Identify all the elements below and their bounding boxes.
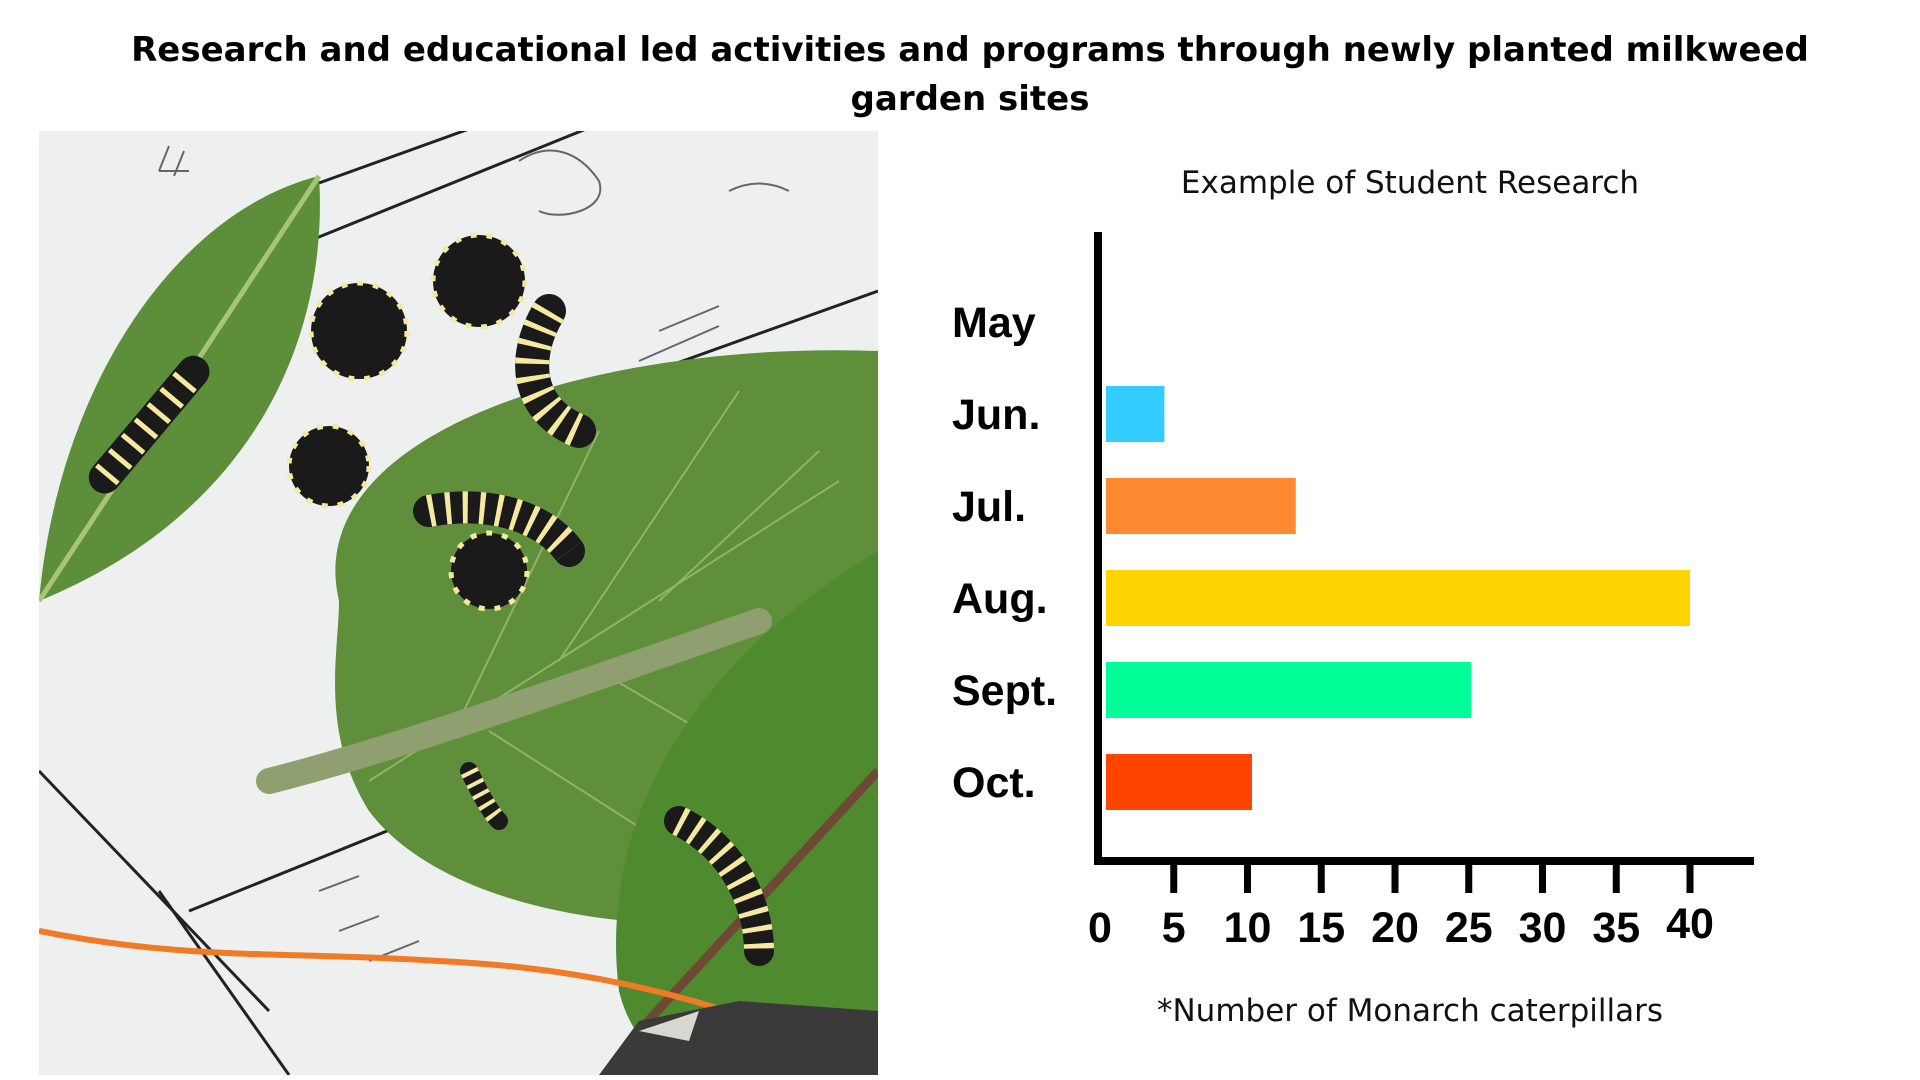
- chart-title: Example of Student Research: [1180, 165, 1640, 201]
- page-title: Research and educational led activities …: [131, 30, 1809, 119]
- x-tick-label: 0: [1088, 904, 1112, 952]
- bar-sept: [1106, 662, 1471, 718]
- category-label: Aug.: [952, 575, 1048, 623]
- bar-jun: [1106, 386, 1165, 442]
- x-tick-label: 20: [1371, 904, 1419, 952]
- monarch-caterpillars-on-milkweed-photo: [39, 131, 878, 1075]
- bar-aug: [1106, 570, 1690, 626]
- caterpillar-photo: [39, 131, 878, 1075]
- x-tick-label: 25: [1445, 904, 1493, 952]
- bar-jul: [1106, 478, 1296, 534]
- category-label: Jul.: [952, 483, 1026, 531]
- x-tick-label: 5: [1162, 904, 1186, 952]
- category-label: May: [952, 299, 1036, 347]
- x-tick-label: 15: [1297, 904, 1345, 952]
- chart-footnote: *Number of Monarch caterpillars: [1156, 993, 1663, 1029]
- category-label: Oct.: [952, 759, 1036, 807]
- x-tick-label: 40: [1666, 900, 1714, 948]
- category-label: Sept.: [952, 667, 1057, 715]
- x-tick-label: 35: [1592, 904, 1640, 952]
- x-tick-label: 30: [1519, 904, 1567, 952]
- category-label: Jun.: [952, 391, 1040, 439]
- x-tick-label: 10: [1224, 904, 1272, 952]
- bar-oct: [1106, 754, 1252, 810]
